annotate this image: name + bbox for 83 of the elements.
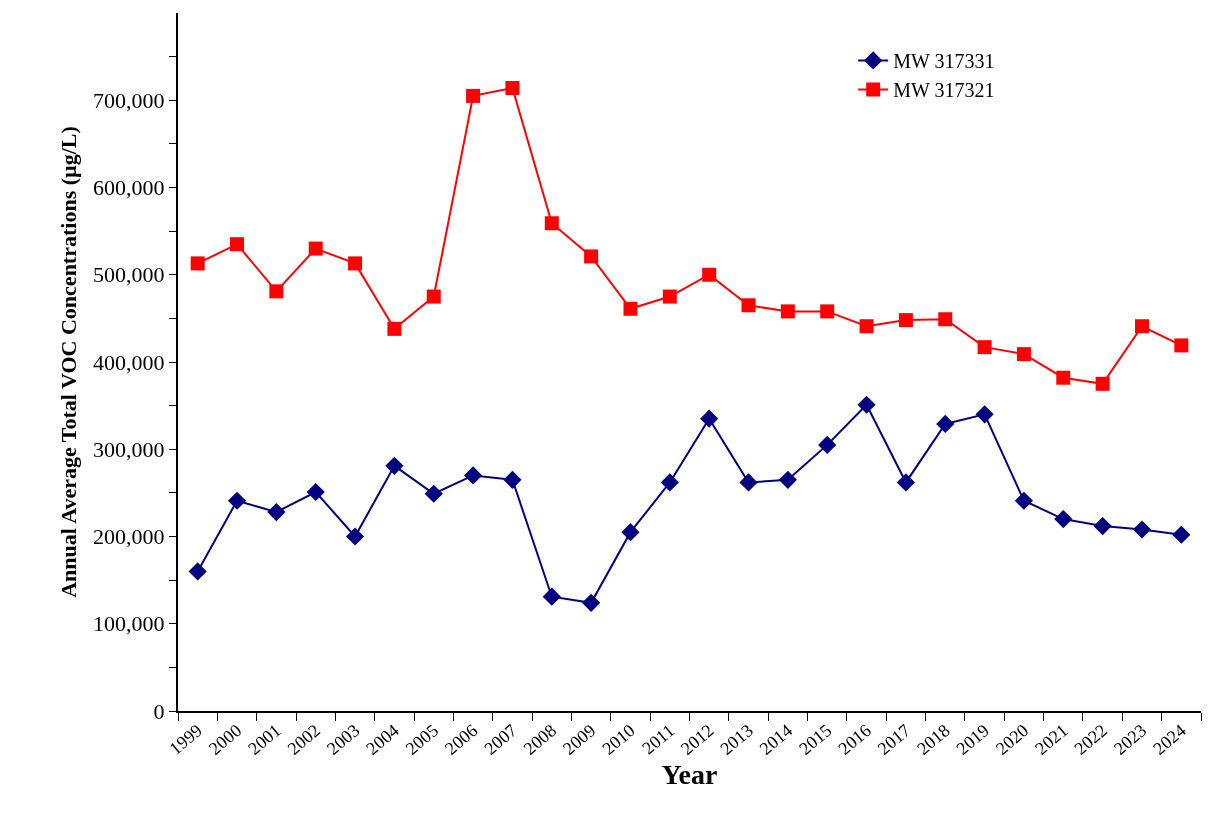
x-tick-label: 2024 bbox=[1149, 720, 1190, 759]
point bbox=[345, 527, 365, 546]
point bbox=[857, 395, 876, 414]
point bbox=[660, 473, 679, 492]
point bbox=[623, 301, 638, 316]
point bbox=[544, 216, 559, 231]
point bbox=[306, 482, 325, 502]
point bbox=[269, 284, 284, 299]
point bbox=[1134, 319, 1149, 334]
point bbox=[387, 321, 402, 336]
y-tick-label: 400,000 bbox=[93, 349, 165, 375]
point bbox=[1172, 525, 1191, 544]
point bbox=[702, 267, 717, 282]
point bbox=[227, 491, 247, 510]
point bbox=[1174, 338, 1189, 353]
point bbox=[1016, 347, 1031, 362]
point bbox=[582, 593, 601, 612]
y-tick-label: 100,000 bbox=[93, 611, 165, 637]
point bbox=[898, 313, 913, 328]
y-tick-label: 700,000 bbox=[93, 87, 165, 113]
x-tick-label: 2010 bbox=[598, 720, 639, 759]
point bbox=[938, 312, 953, 327]
point bbox=[424, 484, 443, 503]
point bbox=[621, 523, 640, 542]
x-tick-label: 2012 bbox=[677, 720, 718, 759]
x-tick-label: 2013 bbox=[716, 720, 757, 759]
point bbox=[267, 502, 286, 522]
point bbox=[975, 405, 994, 424]
x-tick-label: 2003 bbox=[322, 720, 364, 759]
point bbox=[1054, 509, 1073, 529]
point bbox=[505, 81, 520, 96]
x-tick-label: 2022 bbox=[1070, 720, 1111, 759]
x-tick-label: 2002 bbox=[283, 720, 325, 759]
point bbox=[1095, 376, 1110, 391]
legend-label: MW 317321 bbox=[893, 79, 995, 102]
point bbox=[584, 249, 599, 264]
x-tick-label: 2009 bbox=[559, 720, 600, 759]
x-tick-label: 1999 bbox=[165, 720, 207, 759]
x-tick-label: 2018 bbox=[913, 720, 954, 759]
point bbox=[1093, 516, 1112, 536]
point bbox=[348, 256, 363, 271]
point bbox=[859, 319, 874, 334]
y-tick-label: 200,000 bbox=[93, 524, 165, 550]
point bbox=[662, 289, 677, 304]
point bbox=[1132, 520, 1152, 539]
point bbox=[1056, 370, 1071, 385]
x-tick-label: 2023 bbox=[1109, 720, 1151, 759]
x-axis-title: Year bbox=[661, 758, 718, 790]
point bbox=[503, 470, 522, 489]
point bbox=[780, 304, 795, 319]
y-axis-title: Annual Average Total VOC Concentrations (µg/L) bbox=[56, 126, 82, 598]
point bbox=[700, 409, 719, 428]
x-tick-label: 2000 bbox=[204, 720, 246, 759]
point bbox=[896, 473, 915, 492]
legend-label: MW 317331 bbox=[893, 50, 995, 73]
point bbox=[936, 414, 955, 434]
point bbox=[426, 289, 441, 304]
point bbox=[818, 435, 837, 454]
point bbox=[230, 237, 245, 252]
x-tick-label: 2001 bbox=[244, 720, 285, 759]
point bbox=[308, 241, 323, 256]
x-tick-label: 2004 bbox=[362, 720, 403, 759]
point bbox=[188, 562, 207, 581]
x-tick-label: 2020 bbox=[991, 720, 1033, 759]
point bbox=[778, 470, 797, 489]
point bbox=[466, 88, 481, 103]
point bbox=[977, 340, 992, 355]
point bbox=[1014, 491, 1034, 510]
y-tick-label: 0 bbox=[153, 698, 165, 724]
x-tick-label: 2019 bbox=[952, 720, 993, 759]
point bbox=[385, 456, 404, 475]
point bbox=[190, 256, 205, 271]
point bbox=[820, 304, 835, 319]
point bbox=[739, 473, 758, 492]
x-tick-label: 2008 bbox=[519, 720, 561, 759]
y-tick-label: 600,000 bbox=[93, 175, 165, 201]
point bbox=[741, 298, 756, 313]
x-tick-label: 2011 bbox=[638, 720, 679, 759]
x-tick-label: 2021 bbox=[1031, 720, 1072, 759]
point bbox=[464, 466, 483, 485]
y-tick-label: 300,000 bbox=[93, 436, 165, 462]
point bbox=[542, 587, 561, 606]
y-tick-label: 500,000 bbox=[93, 262, 165, 288]
